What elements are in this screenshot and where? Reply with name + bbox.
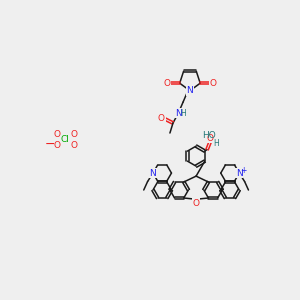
Text: −: − bbox=[44, 138, 55, 151]
Text: O: O bbox=[207, 134, 214, 142]
Text: +: + bbox=[241, 166, 247, 175]
Text: O: O bbox=[70, 141, 77, 150]
Text: Cl: Cl bbox=[61, 136, 70, 145]
Text: O: O bbox=[210, 79, 217, 88]
Text: N: N bbox=[187, 86, 193, 95]
Text: O: O bbox=[193, 199, 200, 208]
Text: O: O bbox=[70, 130, 77, 139]
Text: HO: HO bbox=[202, 131, 216, 140]
Text: O: O bbox=[53, 141, 60, 150]
Text: O: O bbox=[163, 79, 170, 88]
Text: N: N bbox=[236, 169, 243, 178]
Text: H: H bbox=[180, 109, 186, 118]
Text: N: N bbox=[150, 169, 156, 178]
Text: O: O bbox=[53, 130, 60, 139]
Text: N: N bbox=[175, 109, 182, 118]
Text: H: H bbox=[213, 139, 219, 148]
Text: O: O bbox=[158, 114, 165, 123]
